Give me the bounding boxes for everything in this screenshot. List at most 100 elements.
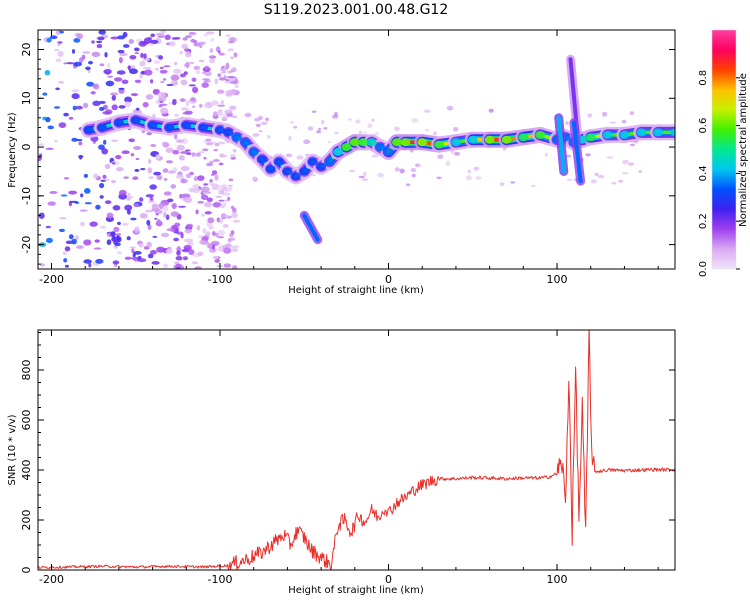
- noise-speckle: [208, 55, 217, 59]
- noise-speckle: [221, 186, 228, 191]
- ridge-point: [434, 140, 445, 149]
- noise-speckle: [156, 246, 165, 253]
- figure-title: S119.2023.001.00.48.G12: [264, 2, 449, 18]
- ridge-point: [349, 138, 360, 147]
- noise-speckle: [198, 151, 205, 154]
- noise-speckle: [98, 30, 106, 35]
- snr-axes: -200 -100 0 100 0 200 400 600 800: [20, 330, 675, 586]
- noise-speckle: [49, 191, 58, 194]
- noise-speckle: [117, 49, 125, 54]
- noise-speckle: [432, 131, 437, 136]
- noise-speckle: [182, 37, 188, 41]
- noise-speckle: [95, 258, 104, 264]
- noise-speckle: [252, 133, 260, 137]
- noise-speckle: [597, 174, 605, 179]
- noise-speckle: [174, 261, 180, 264]
- noise-speckle: [475, 176, 482, 180]
- noise-speckle: [437, 154, 444, 159]
- noise-speckle: [147, 253, 154, 259]
- noise-speckle: [399, 168, 405, 174]
- noise-speckle: [127, 192, 131, 198]
- noise-speckle: [394, 126, 400, 132]
- noise-speckle: [181, 43, 189, 50]
- noise-speckle: [122, 44, 130, 48]
- noise-speckle: [377, 172, 384, 178]
- noise-speckle: [209, 160, 214, 164]
- noise-speckle: [46, 37, 52, 43]
- noise-speckle: [232, 148, 237, 153]
- noise-speckle: [71, 137, 78, 142]
- noise-speckle: [83, 239, 92, 246]
- noise-speckle: [104, 200, 112, 205]
- noise-speckle: [198, 235, 203, 238]
- noise-speckle: [126, 236, 131, 241]
- noise-speckle: [192, 261, 198, 265]
- noise-speckle: [231, 212, 238, 219]
- noise-speckle: [49, 35, 58, 40]
- noise-speckle: [405, 183, 411, 187]
- noise-speckle: [155, 32, 165, 36]
- noise-speckle: [172, 167, 178, 172]
- noise-speckle: [79, 57, 84, 63]
- noise-speckle: [182, 256, 188, 261]
- noise-speckle: [184, 149, 191, 152]
- noise-speckle: [209, 222, 213, 229]
- noise-speckle: [139, 197, 144, 202]
- ridge-point: [97, 123, 107, 132]
- noise-speckle: [124, 96, 132, 103]
- noise-speckle: [96, 40, 103, 44]
- spectrogram-frame: [37, 29, 676, 270]
- noise-speckle: [193, 176, 199, 182]
- noise-speckle: [183, 245, 192, 250]
- noise-speckle: [151, 261, 160, 265]
- ridge-point: [375, 143, 386, 152]
- noise-speckle: [162, 205, 169, 212]
- noise-speckle: [201, 213, 205, 217]
- noise-speckle: [180, 151, 190, 154]
- noise-speckle: [184, 196, 193, 203]
- noise-speckle: [121, 79, 129, 85]
- noise-speckle: [318, 127, 321, 131]
- noise-speckle: [68, 190, 77, 195]
- y-tick-label: -20: [20, 236, 33, 254]
- noise-speckle: [139, 213, 148, 219]
- noise-speckle: [166, 83, 174, 87]
- noise-speckle: [124, 204, 133, 211]
- noise-speckle: [74, 235, 79, 241]
- noise-speckle: [629, 111, 635, 116]
- noise-speckle: [112, 162, 116, 165]
- ridge-point: [619, 130, 630, 139]
- noise-speckle: [185, 51, 192, 58]
- noise-speckle: [63, 62, 67, 65]
- noise-speckle: [194, 266, 202, 269]
- noise-speckle: [217, 141, 226, 145]
- noise-speckle: [55, 58, 62, 63]
- noise-speckle: [90, 91, 96, 95]
- x-tick-label: -200: [39, 573, 64, 586]
- noise-speckle: [191, 77, 197, 82]
- noise-speckle: [150, 79, 154, 84]
- noise-speckle: [59, 217, 67, 220]
- noise-speckle: [197, 41, 206, 45]
- noise-speckle: [56, 30, 60, 36]
- noise-speckle: [110, 92, 119, 96]
- noise-speckle: [223, 75, 227, 79]
- noise-speckle: [174, 113, 179, 117]
- ridge-point: [290, 172, 301, 181]
- noise-speckle: [176, 144, 185, 151]
- noise-speckle: [184, 62, 190, 68]
- x-tick-label: 100: [547, 573, 568, 586]
- noise-speckle: [293, 126, 298, 129]
- noise-speckle: [367, 123, 373, 129]
- ridge-point: [602, 130, 613, 139]
- noise-speckle: [140, 52, 144, 59]
- noise-speckle: [566, 154, 572, 158]
- noise-speckle: [204, 80, 212, 83]
- noise-speckle: [82, 102, 89, 109]
- noise-speckle: [96, 43, 103, 49]
- noise-speckle: [209, 48, 214, 53]
- noise-speckle: [358, 175, 365, 179]
- noise-speckle: [212, 202, 222, 208]
- noise-speckle: [153, 60, 160, 64]
